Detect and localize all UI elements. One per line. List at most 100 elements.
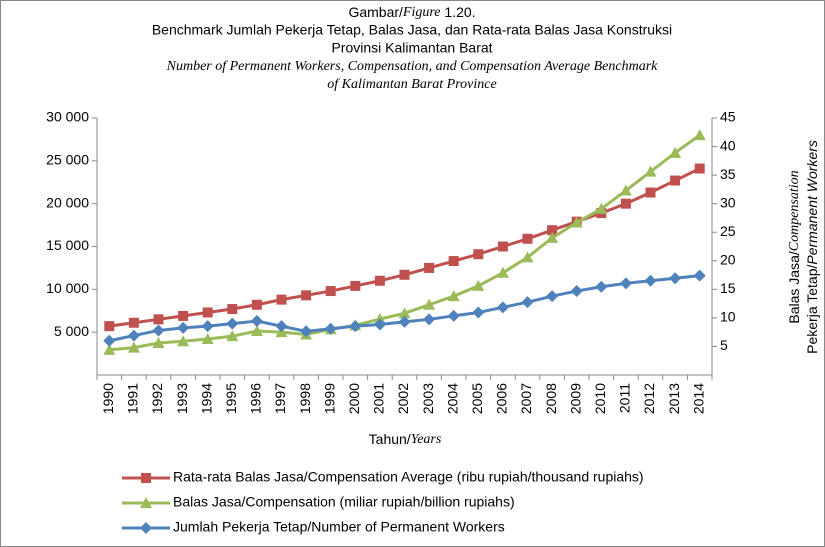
marker xyxy=(423,313,436,326)
marker xyxy=(694,163,705,174)
x-tick-label: 1990 xyxy=(100,383,116,414)
y2-tick-label: 10 xyxy=(720,309,736,325)
marker xyxy=(152,337,165,349)
y2-tick-label: 5 xyxy=(720,337,728,353)
x-tick-label: 2012 xyxy=(641,383,657,414)
marker xyxy=(202,307,213,318)
marker xyxy=(349,320,362,333)
marker xyxy=(275,320,288,333)
y2-tick-label: 25 xyxy=(720,223,736,239)
subtitle-en: of Kalimantan Barat Province xyxy=(327,77,496,92)
label-part: Tahun/ xyxy=(369,431,411,447)
marker xyxy=(152,324,165,337)
marker xyxy=(447,290,460,302)
marker xyxy=(669,272,682,285)
legend-marker xyxy=(141,473,151,483)
y-tick-label: 25 000 xyxy=(46,152,89,168)
marker xyxy=(595,202,608,214)
marker xyxy=(693,269,706,282)
marker xyxy=(250,325,263,337)
marker xyxy=(350,280,361,291)
marker xyxy=(522,233,533,244)
x-tick-label: 1998 xyxy=(297,383,313,414)
x-tick-label: 1995 xyxy=(223,383,239,414)
x-tick-label: 1991 xyxy=(125,383,141,414)
x-tick-label: 2000 xyxy=(346,383,362,414)
marker xyxy=(693,129,706,141)
label-part: Years xyxy=(411,432,442,447)
marker xyxy=(398,315,411,328)
marker xyxy=(250,315,263,328)
y-tick-label: 30 000 xyxy=(46,109,89,125)
legend-marker xyxy=(140,497,152,508)
x-tick-label: 2003 xyxy=(420,383,436,414)
marker xyxy=(496,266,509,278)
marker xyxy=(644,165,657,177)
label-part: Permanent Workers xyxy=(804,140,820,264)
title-part: 1.20. xyxy=(441,4,476,20)
marker xyxy=(251,299,262,310)
marker xyxy=(521,296,534,309)
marker xyxy=(374,275,385,286)
marker xyxy=(226,317,239,330)
marker xyxy=(398,307,411,319)
marker xyxy=(127,329,140,342)
x-tick-label: 2009 xyxy=(567,383,583,414)
marker xyxy=(127,341,140,353)
marker xyxy=(424,262,435,273)
marker xyxy=(547,225,558,236)
x-tick-label: 2007 xyxy=(518,383,534,414)
marker xyxy=(103,343,116,355)
x-axis-label: Tahun/Years xyxy=(369,431,442,448)
y-tick-label: 10 000 xyxy=(46,280,89,296)
marker xyxy=(521,251,534,263)
x-tick-label: 1994 xyxy=(198,383,214,414)
y-tick-label: 5 000 xyxy=(54,323,89,339)
marker xyxy=(497,241,508,252)
x-tick-label: 1993 xyxy=(174,383,190,414)
marker xyxy=(570,285,583,298)
marker xyxy=(201,320,214,333)
marker xyxy=(670,175,681,186)
marker xyxy=(399,269,410,280)
y2-axis-label: Balas Jasa/Compensation xyxy=(786,170,803,323)
label-part: Pekerja Tetap/ xyxy=(804,265,820,354)
y2-tick-label: 20 xyxy=(720,251,736,267)
marker xyxy=(325,286,336,297)
x-tick-label: 2001 xyxy=(371,383,387,414)
x-tick-label: 2008 xyxy=(543,383,559,414)
marker xyxy=(227,304,238,315)
x-tick-label: 2013 xyxy=(666,383,682,414)
marker xyxy=(448,256,459,267)
label-part: Compensation xyxy=(787,170,802,251)
marker xyxy=(546,290,559,303)
marker xyxy=(472,279,485,291)
label-part: Balas Jasa/ xyxy=(786,251,802,323)
x-tick-label: 2004 xyxy=(444,383,460,414)
marker xyxy=(178,310,189,321)
y2-tick-label: 45 xyxy=(720,109,736,125)
y-tick-label: 20 000 xyxy=(46,194,89,210)
x-tick-label: 2006 xyxy=(494,383,510,414)
marker xyxy=(496,301,509,314)
marker xyxy=(373,318,386,331)
legend-label: Balas Jasa/Compensation (miliar rupiah/b… xyxy=(173,494,515,510)
x-tick-label: 2002 xyxy=(395,383,411,414)
marker xyxy=(472,306,485,319)
x-tick-label: 1992 xyxy=(149,383,165,414)
title-part: Figure xyxy=(402,5,441,20)
y-tick-label: 15 000 xyxy=(46,237,89,253)
marker xyxy=(447,309,460,322)
subtitle: Provinsi Kalimantan Barat xyxy=(331,40,492,56)
marker xyxy=(153,314,164,325)
marker xyxy=(324,322,337,335)
marker xyxy=(301,290,312,301)
marker xyxy=(570,216,583,228)
legend-label: Rata-rata Balas Jasa/Compensation Averag… xyxy=(173,469,644,485)
x-tick-label: 1999 xyxy=(321,383,337,414)
subtitle: Benchmark Jumlah Pekerja Tetap, Balas Ja… xyxy=(152,22,672,38)
marker xyxy=(595,280,608,293)
marker xyxy=(620,198,631,209)
legend-marker xyxy=(140,522,152,534)
title-part: Gambar/ xyxy=(348,4,403,20)
